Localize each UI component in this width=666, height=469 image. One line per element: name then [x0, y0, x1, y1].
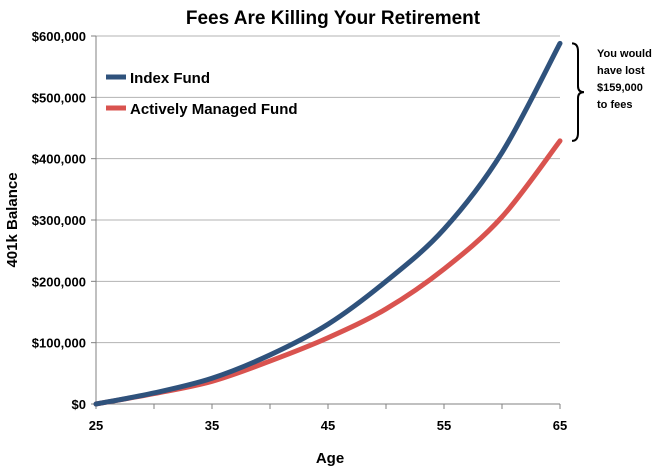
chart-title: Fees Are Killing Your Retirement: [186, 8, 481, 29]
x-tick-label: 45: [321, 418, 335, 433]
legend: Index Fund Actively Managed Fund: [106, 70, 298, 118]
fee-annotation: You would have lost $159,000 to fees: [597, 48, 652, 111]
gridlines: [96, 35, 560, 344]
axis-ticks: [91, 35, 561, 409]
legend-label-actively-managed-fund: Actively Managed Fund: [130, 101, 298, 118]
fee-difference-brace: [571, 42, 585, 142]
x-tick-labels: 25 35 45 55 65: [89, 418, 567, 433]
y-tick-label: $400,000: [32, 152, 86, 167]
annotation-line-3: $159,000: [597, 82, 643, 94]
y-tick-label: $0: [72, 397, 86, 412]
y-tick-label: $500,000: [32, 90, 86, 105]
x-axis-label: Age: [316, 450, 344, 467]
y-tick-label: $100,000: [32, 336, 86, 351]
x-tick-label: 25: [89, 418, 103, 433]
x-tick-label: 55: [437, 418, 451, 433]
y-axis-label: 401k Balance: [4, 172, 21, 267]
y-tick-label: $300,000: [32, 213, 86, 228]
series-lines: [93, 40, 563, 407]
y-tick-labels: $0 $100,000 $200,000 $300,000 $400,000 $500,0…: [32, 29, 86, 412]
x-tick-label: 65: [553, 418, 567, 433]
y-tick-label: $200,000: [32, 274, 86, 289]
y-tick-label: $600,000: [32, 29, 86, 44]
legend-label-index-fund: Index Fund: [130, 70, 210, 87]
series-line-actively-managed-fund: [93, 138, 563, 407]
annotation-line-4: to fees: [597, 99, 632, 111]
annotation-line-1: You would: [597, 48, 652, 60]
x-tick-label: 35: [205, 418, 219, 433]
annotation-line-2: have lost: [597, 65, 645, 77]
series-line-index-fund: [93, 40, 563, 407]
